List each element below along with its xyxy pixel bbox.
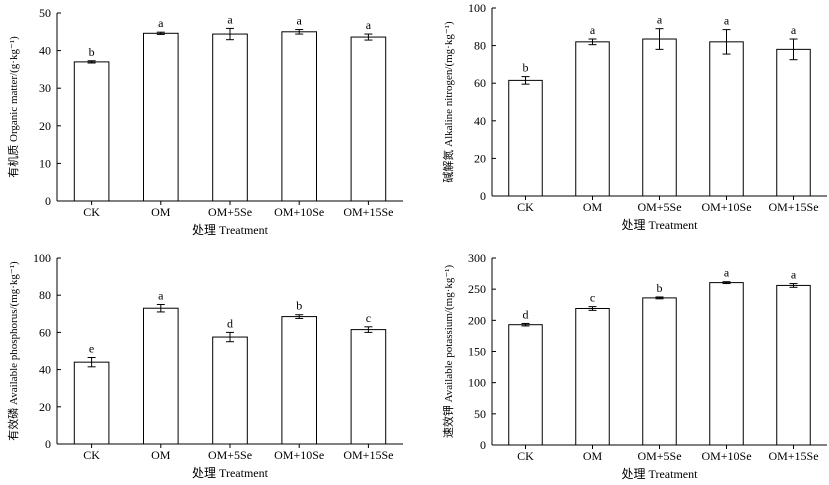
y-tick-label: 0 xyxy=(45,194,51,208)
y-tick-label: 40 xyxy=(39,44,51,58)
category-label: OM xyxy=(583,449,603,463)
chart-panel-1: 0 10 20 30 40 50 b CK a OM a OM+5Se a OM+10Se a OM+15Se… xyxy=(6,6,403,237)
y-tick-label: 60 xyxy=(39,325,51,339)
y-tick-label: 150 xyxy=(468,345,486,359)
significance-letter: b xyxy=(523,61,529,75)
bar xyxy=(212,336,248,445)
category-label: OM+5Se xyxy=(208,448,252,462)
x-axis-title: 处理 Treatment xyxy=(622,218,699,232)
y-tick-label: 100 xyxy=(468,376,486,390)
significance-letter: c xyxy=(590,291,595,305)
category-label: OM+5Se xyxy=(208,205,252,219)
category-label: CK xyxy=(517,449,534,463)
y-axis-title: 有机质 Organic matter/(g·kg⁻¹) xyxy=(6,36,20,178)
bar xyxy=(508,79,543,197)
chart-panel-4: 0 50 100 150 200 250 300 d CK c OM b OM+5Se a OM+10Se a… xyxy=(441,251,827,481)
y-tick-label: 100 xyxy=(33,251,51,265)
y-tick-label: 100 xyxy=(468,1,486,15)
bar xyxy=(73,361,110,445)
chart-panel-2: 0 20 40 60 80 100 b CK a OM a OM+5Se a OM+10Se a OM+15S… xyxy=(441,1,827,232)
y-tick-label: 40 xyxy=(474,114,486,128)
bar xyxy=(350,36,387,202)
y-axis-title: 速效钾 Available potassium/(mg·kg⁻¹) xyxy=(441,265,455,439)
y-tick-label: 80 xyxy=(474,39,486,53)
category-label: CK xyxy=(83,448,100,462)
category-label: OM+15Se xyxy=(343,448,393,462)
y-axis-title: 有效磷 Available phosphorus/(mg·kg⁻¹) xyxy=(6,261,20,441)
bar xyxy=(776,48,811,197)
bar xyxy=(709,282,744,446)
bar xyxy=(642,297,677,446)
category-label: OM+10Se xyxy=(274,205,324,219)
significance-letter: b xyxy=(89,45,95,59)
x-axis-title: 处理 Treatment xyxy=(192,223,269,237)
y-tick-label: 20 xyxy=(39,119,51,133)
x-axis-title: 处理 Treatment xyxy=(622,467,699,481)
significance-letter: c xyxy=(366,311,371,325)
significance-letter: a xyxy=(366,18,372,32)
significance-letter: a xyxy=(227,12,233,26)
chart-panel-3: 0 20 40 60 80 100 e CK a OM d OM+5Se b OM+10Se c OM+15S… xyxy=(6,251,403,480)
significance-letter: a xyxy=(724,14,730,28)
category-label: OM+15Se xyxy=(768,449,818,463)
y-tick-label: 50 xyxy=(474,407,486,421)
y-tick-label: 300 xyxy=(468,251,486,265)
category-label: OM+10Se xyxy=(701,449,751,463)
y-tick-label: 200 xyxy=(468,313,486,327)
bar xyxy=(642,38,677,197)
bar xyxy=(776,284,811,446)
category-label: OM+5Se xyxy=(637,449,681,463)
bar xyxy=(73,61,110,202)
bar xyxy=(350,329,387,445)
y-tick-label: 250 xyxy=(468,282,486,296)
category-label: OM+10Se xyxy=(701,200,751,214)
category-label: OM xyxy=(151,205,171,219)
y-tick-label: 0 xyxy=(480,438,486,452)
y-tick-label: 50 xyxy=(39,6,51,20)
y-tick-label: 20 xyxy=(474,151,486,165)
category-label: OM+10Se xyxy=(274,448,324,462)
significance-letter: a xyxy=(724,266,730,280)
bar xyxy=(575,41,610,197)
bar xyxy=(575,307,610,446)
bar xyxy=(281,31,317,202)
significance-letter: a xyxy=(791,268,797,282)
significance-letter: a xyxy=(590,23,596,37)
category-label: OM+15Se xyxy=(768,200,818,214)
bar xyxy=(143,32,179,202)
significance-letter: d xyxy=(227,316,233,330)
bar xyxy=(508,324,543,446)
y-axis-title: 碱解氮 Alkaline nitrogen/(mg·kg⁻¹) xyxy=(441,21,455,183)
significance-letter: a xyxy=(297,14,303,28)
y-tick-label: 0 xyxy=(480,189,486,203)
bar xyxy=(143,307,179,445)
y-tick-label: 60 xyxy=(474,76,486,90)
category-label: CK xyxy=(83,205,100,219)
category-label: OM+15Se xyxy=(343,205,393,219)
y-tick-label: 40 xyxy=(39,363,51,377)
y-tick-label: 0 xyxy=(45,437,51,451)
bar xyxy=(709,41,744,197)
category-label: OM xyxy=(151,448,171,462)
category-label: CK xyxy=(517,200,534,214)
y-tick-label: 80 xyxy=(39,288,51,302)
y-tick-label: 20 xyxy=(39,400,51,414)
significance-letter: a xyxy=(158,16,164,30)
significance-letter: a xyxy=(791,23,797,37)
significance-letter: b xyxy=(296,299,302,313)
significance-letter: b xyxy=(657,281,663,295)
x-axis-title: 处理 Treatment xyxy=(192,466,269,480)
category-label: OM xyxy=(583,200,603,214)
significance-letter: a xyxy=(158,289,164,303)
bar xyxy=(281,316,317,445)
category-label: OM+5Se xyxy=(637,200,681,214)
significance-letter: a xyxy=(657,13,663,27)
y-tick-label: 10 xyxy=(39,156,51,170)
y-tick-label: 30 xyxy=(39,81,51,95)
significance-letter: d xyxy=(523,307,529,321)
significance-letter: e xyxy=(89,342,94,356)
bar xyxy=(212,33,248,202)
